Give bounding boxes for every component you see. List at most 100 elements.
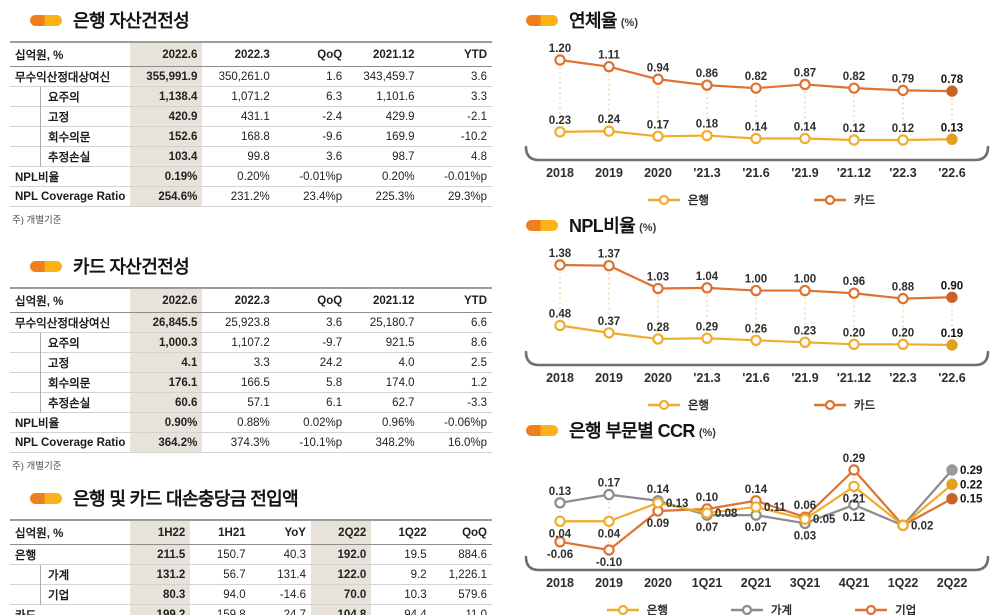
x-tick-label: 1Q22 [888,576,919,590]
data-point [652,73,664,85]
data-label: 0.23 [549,115,571,127]
data-point [848,480,860,493]
table-row: 회수의문 176.1 166.5 5.8 174.0 1.2 [10,372,492,393]
x-tick-label: 2019 [595,166,623,180]
chart-legend: 은행 가계 기업 [520,602,1002,615]
data-label: 0.07 [696,522,718,534]
cell-value: 343,459.7 [347,66,420,87]
data-label: 1.03 [647,272,669,284]
cell-value: -0.01%p [274,166,348,187]
table-row: 요주의 1,000.3 1,107.2 -9.7 921.5 8.6 [10,332,492,353]
cell-value: 884.6 [431,544,492,565]
cell-value: 19.5 [371,544,432,565]
table-row: 고정 420.9 431.1 -2.4 429.9 -2.1 [10,106,492,127]
column-header: 1H21 [190,519,251,545]
data-point [750,334,762,346]
data-point [799,513,811,525]
data-label: 0.14 [794,122,817,134]
column-header: 2022.3 [202,41,275,67]
data-point [799,284,811,297]
cell-value: 3.3 [202,352,275,373]
data-point [799,132,811,145]
x-tick-label: '21.3 [693,371,720,385]
data-point [554,259,566,271]
cell-value: 0.96% [347,412,420,433]
data-point [554,126,566,138]
data-point [701,79,713,91]
cell-value: 1.2 [419,372,492,393]
cell-value: 6.1 [274,392,348,413]
data-label: 0.82 [745,71,767,83]
x-tick-label: 2Q21 [741,576,772,590]
data-label: 0.82 [843,71,865,83]
column-header: 2022.6 [130,41,203,67]
npl-ratio-chart: 0.48 0.37 0.28 0.29 0.26 0.23 0.20 0.20 0.19 1.38… [520,239,1002,396]
column-header: YoY [250,519,311,545]
data-label: 0.14 [745,484,768,496]
cell-value: 40.3 [250,544,311,565]
cell-value: 70.0 [310,584,372,605]
data-label: 0.13 [941,122,963,134]
data-point [603,488,615,501]
chart-header: 연체율 (%) [526,6,1002,34]
cell-value: 62.7 [347,392,420,413]
data-label: 0.29 [696,321,718,333]
column-header: 2Q22 [310,519,372,545]
row-label: 은행 [10,544,130,565]
table-footnote: 주) 개별기준 [12,461,62,472]
cell-value: 25,180.7 [347,312,420,333]
table-row: 무수익산정대상여신 355,991.9 350,261.0 1.6 343,459.7 3… [10,66,492,87]
data-label: 0.28 [647,322,670,334]
table-header-row: 십억원, % 1H22 1H21 YoY 2Q22 1Q22 QoQ [10,519,492,545]
cell-value: 159.8 [190,604,251,615]
data-point [603,259,615,272]
cell-value: 921.5 [347,332,420,353]
data-point [848,287,860,299]
cell-value: 1,071.2 [202,86,275,107]
cell-value: 131.4 [250,564,311,585]
charts-column: 연체율 (%) 0.23 0.24 0.17 0.18 0.14 0.14 0.12 0.12… [504,0,1008,615]
data-point [897,338,909,351]
cell-value: 4.0 [347,352,420,373]
data-point [946,478,958,491]
x-tick-label: 2018 [546,371,574,385]
cell-value: 57.1 [202,392,275,413]
bullet-icon [30,492,62,504]
row-label: 고정 [10,106,130,127]
cell-value: 0.20% [202,166,275,187]
cell-value: 1.6 [274,66,348,87]
data-point [701,507,713,519]
cell-value: 364.2% [130,432,203,453]
cell-value: 6.3 [274,86,348,107]
cell-value: 0.19% [130,166,203,187]
data-label: 0.78 [941,74,964,86]
data-point [701,332,713,344]
x-tick-label: '21.6 [742,166,769,180]
chart-legend: 은행 카드 [520,397,1002,413]
cell-value: 231.2% [202,186,275,207]
x-tick-label: 2020 [644,371,672,385]
x-tick-label: 2020 [644,576,672,590]
data-point [554,497,566,509]
data-point [848,82,860,94]
cell-value: 24.2 [274,352,348,373]
data-label: 0.86 [696,68,718,80]
cell-value: 94.0 [190,584,251,605]
x-tick-label: 3Q21 [790,576,821,590]
x-tick-label: '22.3 [889,371,916,385]
cell-value: 579.6 [431,584,492,605]
data-point [652,130,664,142]
data-label: 0.94 [647,62,670,74]
data-point [603,515,615,527]
cell-value: -0.01%p [419,166,492,187]
legend-marker-icon [730,604,763,615]
data-point [848,464,860,476]
section-title: 은행 및 카드 대손충당금 전입액 [73,489,299,509]
data-label: 0.14 [745,122,768,134]
cell-value: 3.6 [419,66,492,87]
cell-value: 166.5 [202,372,275,393]
table-row: 가계 131.2 56.7 131.4 122.0 9.2 1,226.1 [10,564,492,585]
data-point [750,501,762,513]
